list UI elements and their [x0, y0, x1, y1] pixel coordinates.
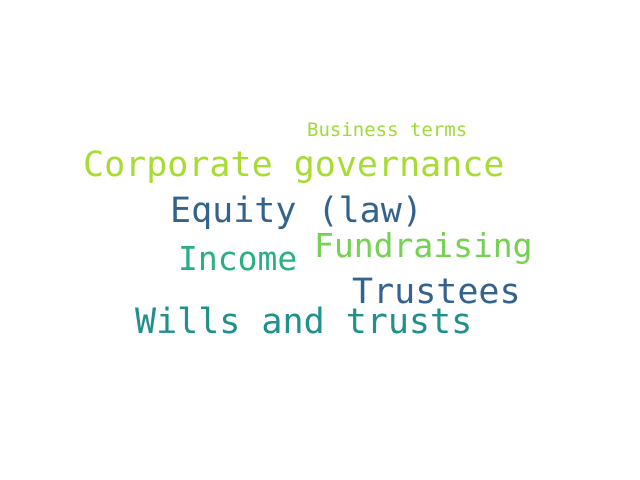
word-fundraising: Fundraising — [314, 226, 533, 265]
word-equity-law: Equity (law) — [170, 191, 423, 231]
word-trustees: Trustees — [352, 272, 521, 312]
word-corporate-governance: Corporate governance — [83, 145, 505, 185]
word-wills-and-trusts: Wills and trusts — [135, 302, 473, 342]
word-business-terms: Business terms — [307, 119, 468, 141]
word-income: Income — [178, 239, 298, 278]
